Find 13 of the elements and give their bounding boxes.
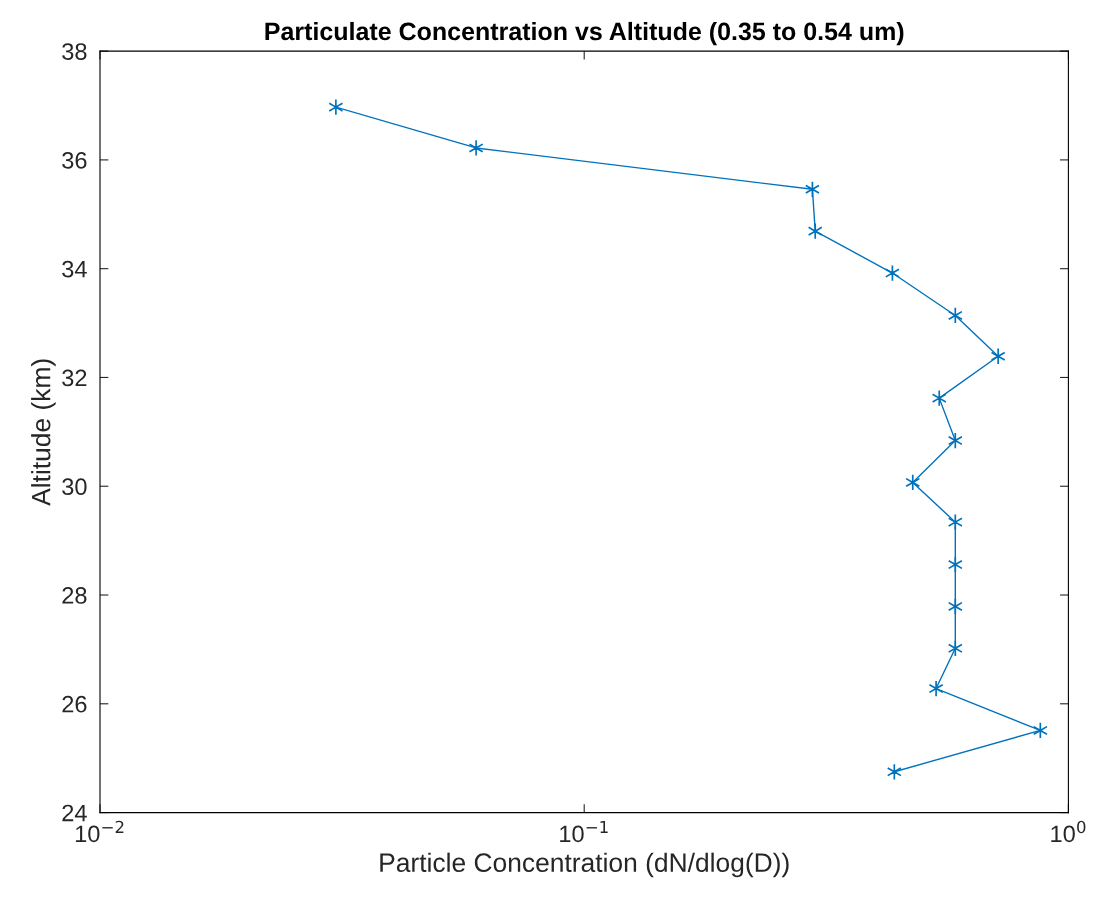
y-tick-label: 28 — [62, 587, 87, 604]
y-tick-label: 38 — [62, 43, 87, 60]
y-tick-label: 24 — [62, 804, 87, 822]
y-tick-label: 32 — [62, 369, 87, 387]
chart-title: Particulate Concentration vs Altitude (0.35 to 0.54 um) — [265, 21, 904, 46]
y-tick-label: 26 — [62, 695, 87, 713]
y-tick-label: 34 — [62, 260, 87, 278]
y-tick-label: 30 — [62, 478, 87, 496]
x-axis-title: Particle Concentration (dN/dlog(D)) — [380, 852, 789, 878]
x-tick-label: 10$^{−1}$ — [560, 820, 608, 843]
x-tick-label: 10$^{0}$ — [1051, 820, 1086, 843]
y-axis-title: Altitude (km) — [31, 359, 56, 506]
y-tick-label: 36 — [62, 151, 87, 169]
